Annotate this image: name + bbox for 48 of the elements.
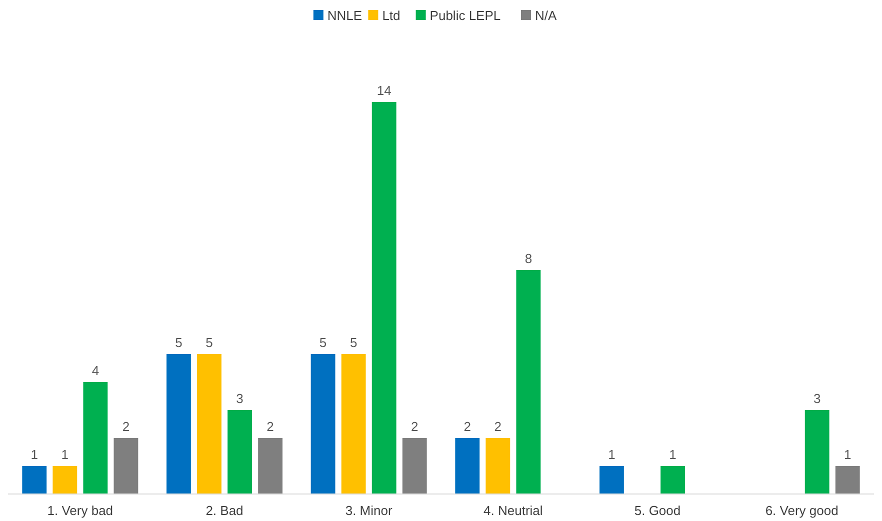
data-label: 3 (236, 391, 244, 406)
bar (804, 410, 830, 494)
bar (197, 354, 222, 494)
bar (372, 102, 396, 494)
bar (600, 466, 624, 494)
data-label: 4 (92, 363, 100, 378)
bar (660, 466, 685, 494)
data-label: 1 (61, 447, 69, 462)
bar (455, 438, 480, 494)
x-tick-label: 3. Minor (345, 503, 393, 518)
data-label: 5 (175, 335, 182, 350)
legend-label: N/A (535, 8, 557, 23)
x-tick-label: 1. Very bad (47, 503, 114, 518)
legend-label: NNLE (327, 8, 362, 23)
bar (258, 438, 282, 494)
x-tick-label: 4. Neutrial (484, 503, 543, 518)
bar (310, 354, 336, 494)
data-label: 1 (844, 447, 852, 462)
data-label: 5 (350, 335, 358, 350)
bar (228, 410, 252, 494)
data-label: 5 (206, 335, 213, 350)
data-label: 8 (524, 251, 532, 266)
data-label: 2 (411, 419, 418, 434)
data-label: 2 (122, 419, 130, 434)
bar (114, 438, 138, 494)
x-tick-label: 2. Bad (206, 503, 244, 518)
bar (341, 354, 366, 494)
data-label: 3 (813, 391, 821, 406)
data-label: 1 (30, 447, 38, 462)
bar (52, 466, 78, 494)
legend-label: Public LEPL (430, 8, 501, 23)
bar (402, 438, 427, 494)
legend-label: Ltd (382, 8, 400, 23)
data-label: 2 (464, 419, 471, 434)
data-label: 2 (266, 419, 274, 434)
x-tick-label: 5. Good (634, 503, 681, 518)
bar (516, 270, 541, 494)
bar (486, 438, 510, 494)
data-label: 14 (376, 83, 392, 98)
x-tick-label: 6. Very good (765, 503, 838, 518)
bar (22, 466, 47, 494)
bar (83, 382, 108, 494)
data-label: 2 (494, 419, 502, 434)
bar (835, 466, 860, 494)
bar (166, 354, 191, 494)
data-label: 5 (319, 335, 327, 350)
data-label: 1 (608, 447, 616, 462)
data-label: 1 (669, 447, 676, 462)
